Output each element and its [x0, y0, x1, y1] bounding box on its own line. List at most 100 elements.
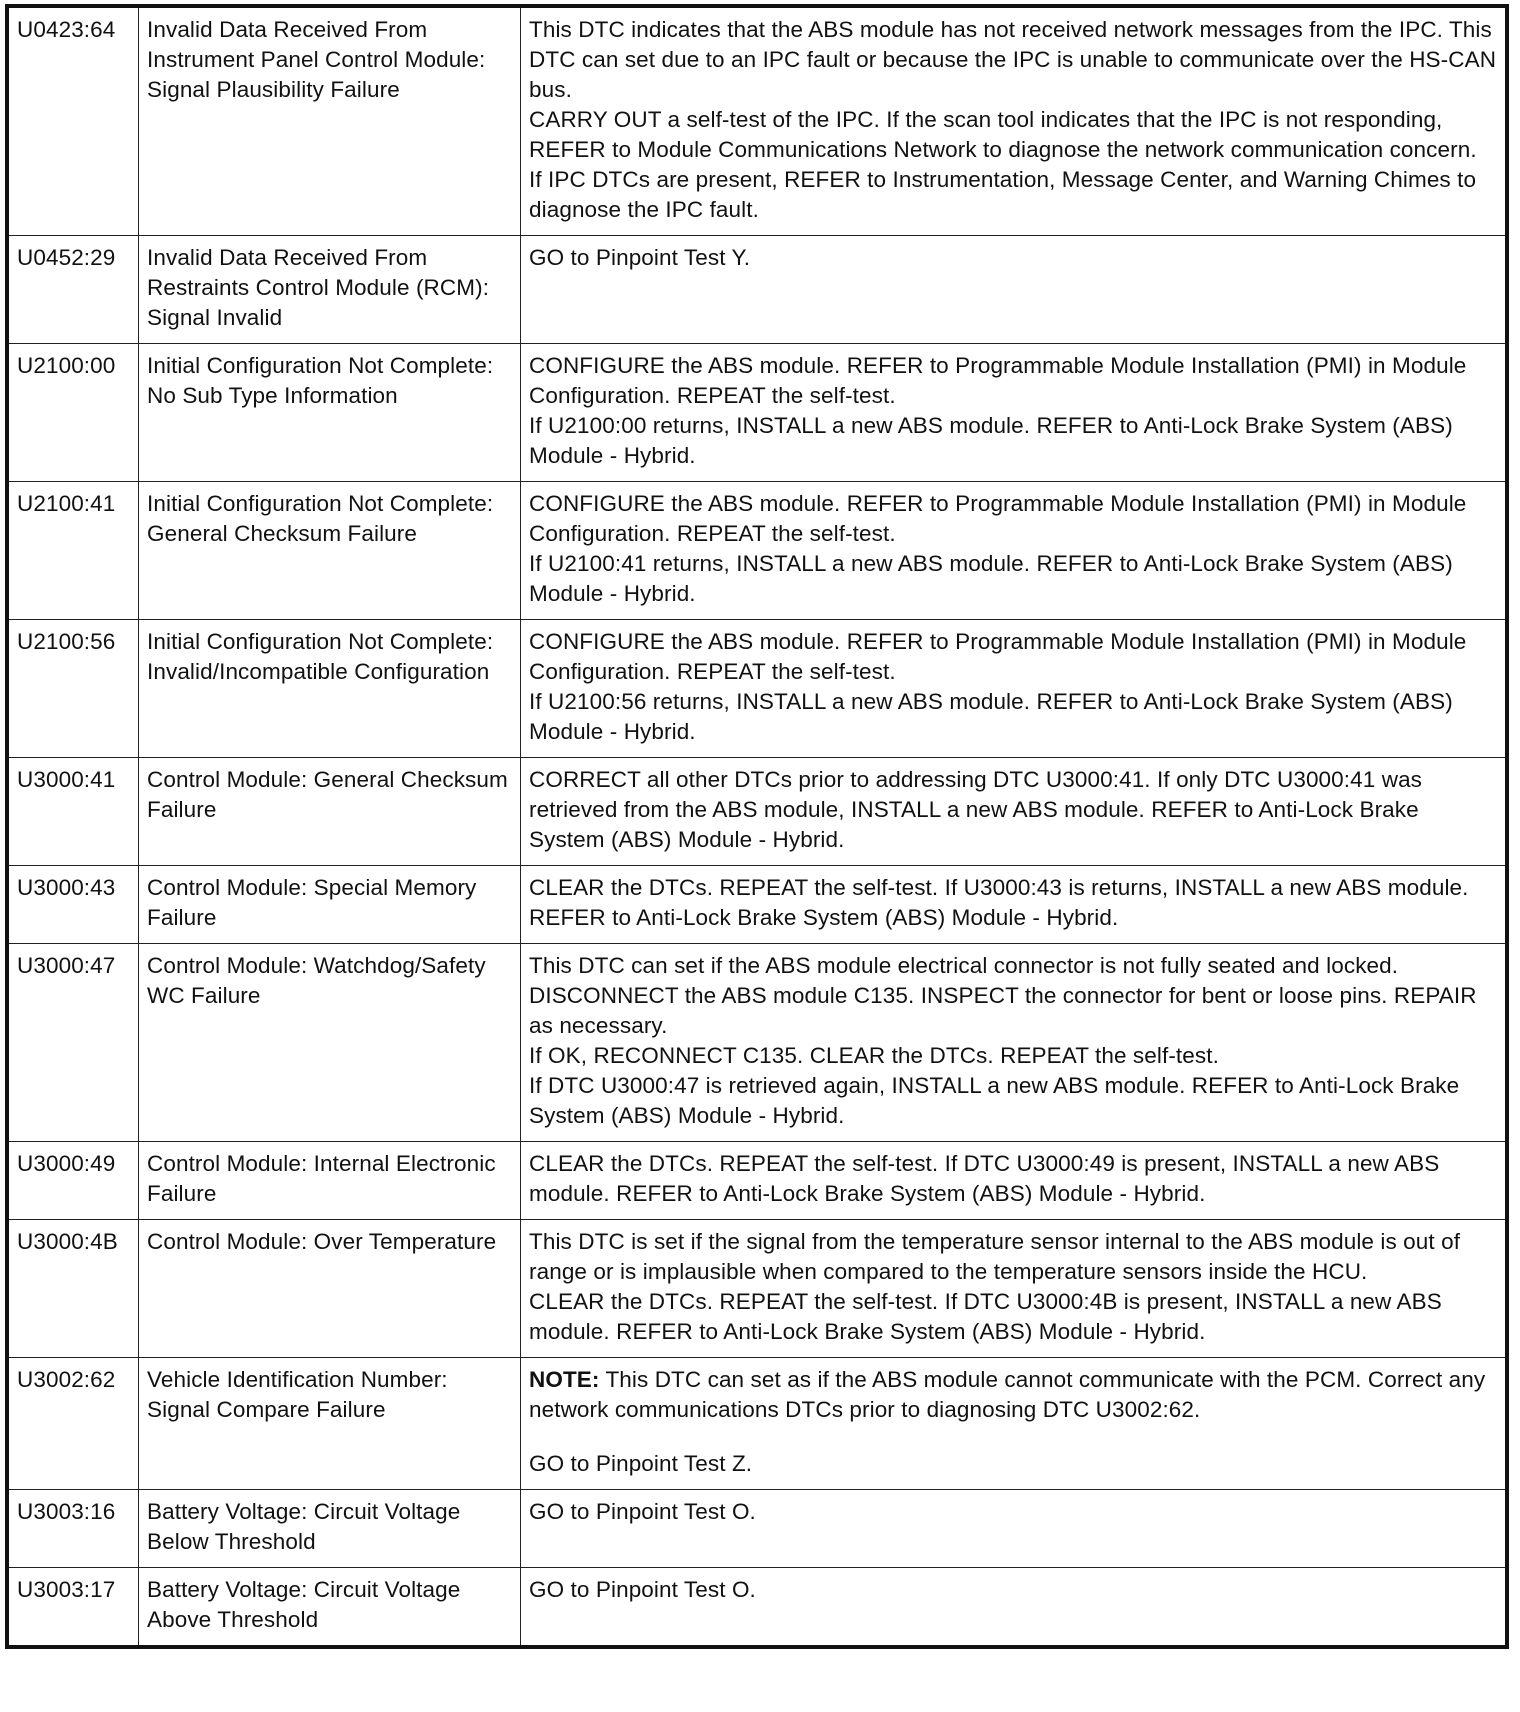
dtc-description: Control Module: Special Memory Failure	[138, 865, 521, 944]
dtc-code: U3003:16	[6, 1489, 139, 1568]
table-row: U3003:16 Battery Voltage: Circuit Voltage…	[6, 1489, 1508, 1568]
action-paragraph: CARRY OUT a self-test of the IPC. If the…	[529, 105, 1498, 165]
action-text: This DTC indicates that the ABS module h…	[529, 17, 1497, 102]
dtc-code: U2100:56	[6, 619, 139, 758]
note-label: NOTE:	[529, 1367, 600, 1392]
dtc-description: Invalid Data Received From Restraints Co…	[138, 235, 521, 344]
action-paragraph: This DTC indicates that the ABS module h…	[529, 15, 1498, 105]
action-paragraph: This DTC can set if the ABS module elect…	[529, 951, 1498, 981]
dtc-action: GO to Pinpoint Test O.	[520, 1567, 1508, 1648]
table-row: U3000:47 Control Module: Watchdog/Safety …	[6, 943, 1508, 1142]
action-paragraph: DISCONNECT the ABS module C135. INSPECT …	[529, 981, 1498, 1041]
dtc-action: CONFIGURE the ABS module. REFER to Progr…	[520, 343, 1508, 482]
action-paragraph: CONFIGURE the ABS module. REFER to Progr…	[529, 351, 1498, 411]
action-paragraph: This DTC is set if the signal from the t…	[529, 1227, 1498, 1287]
table-row: U3000:49 Control Module: Internal Electro…	[6, 1141, 1508, 1220]
action-text: CLEAR the DTCs. REPEAT the self-test. If…	[529, 875, 1469, 930]
dtc-description: Control Module: Internal Electronic Fail…	[138, 1141, 521, 1220]
dtc-action: This DTC is set if the signal from the t…	[520, 1219, 1508, 1358]
action-paragraph: If U2100:56 returns, INSTALL a new ABS m…	[529, 687, 1498, 747]
action-text: If U2100:00 returns, INSTALL a new ABS m…	[529, 413, 1453, 468]
table-row: U2100:41 Initial Configuration Not Comple…	[6, 481, 1508, 620]
dtc-action: CORRECT all other DTCs prior to addressi…	[520, 757, 1508, 866]
action-text: GO to Pinpoint Test O.	[529, 1577, 756, 1602]
action-paragraph: If OK, RECONNECT C135. CLEAR the DTCs. R…	[529, 1041, 1498, 1071]
table-row: U3000:43 Control Module: Special Memory F…	[6, 865, 1508, 944]
action-text: If OK, RECONNECT C135. CLEAR the DTCs. R…	[529, 1043, 1219, 1068]
dtc-description: Battery Voltage: Circuit Voltage Below T…	[138, 1489, 521, 1568]
table-row: U2100:00 Initial Configuration Not Comple…	[6, 343, 1508, 482]
dtc-action: CLEAR the DTCs. REPEAT the self-test. If…	[520, 1141, 1508, 1220]
dtc-action: GO to Pinpoint Test Y.	[520, 235, 1508, 344]
action-paragraph: CLEAR the DTCs. REPEAT the self-test. If…	[529, 1149, 1498, 1209]
action-paragraph: GO to Pinpoint Test Z.	[529, 1449, 1498, 1479]
action-text: GO to Pinpoint Test O.	[529, 1499, 756, 1524]
dtc-action: This DTC indicates that the ABS module h…	[520, 5, 1508, 236]
action-text: If DTC U3000:47 is retrieved again, INST…	[529, 1073, 1460, 1128]
action-paragraph: If DTC U3000:47 is retrieved again, INST…	[529, 1071, 1498, 1131]
dtc-code: U3000:47	[6, 943, 139, 1142]
dtc-action: GO to Pinpoint Test O.	[520, 1489, 1508, 1568]
action-text: This DTC can set if the ABS module elect…	[529, 953, 1399, 978]
action-paragraph: CORRECT all other DTCs prior to addressi…	[529, 765, 1498, 855]
dtc-action: NOTE: This DTC can set as if the ABS mod…	[520, 1357, 1508, 1490]
dtc-description: Initial Configuration Not Complete: Gene…	[138, 481, 521, 620]
dtc-code: U3000:41	[6, 757, 139, 866]
dtc-code: U2100:00	[6, 343, 139, 482]
dtc-action: CONFIGURE the ABS module. REFER to Progr…	[520, 619, 1508, 758]
action-paragraph: CLEAR the DTCs. REPEAT the self-test. If…	[529, 873, 1498, 933]
dtc-code: U3000:43	[6, 865, 139, 944]
action-paragraph: If IPC DTCs are present, REFER to Instru…	[529, 165, 1498, 225]
dtc-description: Initial Configuration Not Complete: Inva…	[138, 619, 521, 758]
action-text: If U2100:41 returns, INSTALL a new ABS m…	[529, 551, 1453, 606]
action-paragraph: GO to Pinpoint Test O.	[529, 1575, 1498, 1605]
action-text: This DTC can set as if the ABS module ca…	[529, 1367, 1486, 1422]
action-text: DISCONNECT the ABS module C135. INSPECT …	[529, 983, 1477, 1038]
action-paragraph: GO to Pinpoint Test O.	[529, 1497, 1498, 1527]
dtc-code: U0423:64	[6, 5, 139, 236]
action-text: CORRECT all other DTCs prior to addressi…	[529, 767, 1423, 852]
action-text: This DTC is set if the signal from the t…	[529, 1229, 1461, 1284]
action-text: CARRY OUT a self-test of the IPC. If the…	[529, 107, 1477, 162]
dtc-code: U3000:4B	[6, 1219, 139, 1358]
table-row: U2100:56 Initial Configuration Not Comple…	[6, 619, 1508, 758]
action-paragraph: NOTE: This DTC can set as if the ABS mod…	[529, 1365, 1498, 1425]
table-row: U0452:29 Invalid Data Received From Restr…	[6, 235, 1508, 344]
dtc-action: This DTC can set if the ABS module elect…	[520, 943, 1508, 1142]
dtc-description: Battery Voltage: Circuit Voltage Above T…	[138, 1567, 521, 1648]
action-text: If U2100:56 returns, INSTALL a new ABS m…	[529, 689, 1453, 744]
dtc-description: Control Module: General Checksum Failure	[138, 757, 521, 866]
action-text: CLEAR the DTCs. REPEAT the self-test. If…	[529, 1151, 1440, 1206]
action-text: If IPC DTCs are present, REFER to Instru…	[529, 167, 1477, 222]
dtc-action: CLEAR the DTCs. REPEAT the self-test. If…	[520, 865, 1508, 944]
dtc-code: U3000:49	[6, 1141, 139, 1220]
dtc-table: U0423:64 Invalid Data Received From Instr…	[5, 4, 1509, 1649]
dtc-action: CONFIGURE the ABS module. REFER to Progr…	[520, 481, 1508, 620]
action-paragraph	[529, 1425, 1498, 1449]
action-paragraph: GO to Pinpoint Test Y.	[529, 243, 1498, 273]
action-text: CONFIGURE the ABS module. REFER to Progr…	[529, 491, 1467, 546]
dtc-description: Initial Configuration Not Complete: No S…	[138, 343, 521, 482]
table-row: U3003:17 Battery Voltage: Circuit Voltage…	[6, 1567, 1508, 1648]
dtc-code: U0452:29	[6, 235, 139, 344]
action-text: CLEAR the DTCs. REPEAT the self-test. If…	[529, 1289, 1442, 1344]
dtc-description: Control Module: Over Temperature	[138, 1219, 521, 1358]
table-row: U0423:64 Invalid Data Received From Instr…	[6, 5, 1508, 236]
table-row: U3002:62 Vehicle Identification Number: S…	[6, 1357, 1508, 1490]
dtc-description: Vehicle Identification Number: Signal Co…	[138, 1357, 521, 1490]
action-paragraph: If U2100:41 returns, INSTALL a new ABS m…	[529, 549, 1498, 609]
table-row: U3000:4B Control Module: Over Temperature…	[6, 1219, 1508, 1358]
action-paragraph: CONFIGURE the ABS module. REFER to Progr…	[529, 489, 1498, 549]
dtc-code: U3002:62	[6, 1357, 139, 1490]
dtc-code: U3003:17	[6, 1567, 139, 1648]
dtc-code: U2100:41	[6, 481, 139, 620]
action-paragraph: CONFIGURE the ABS module. REFER to Progr…	[529, 627, 1498, 687]
action-paragraph: If U2100:00 returns, INSTALL a new ABS m…	[529, 411, 1498, 471]
table-row: U3000:41 Control Module: General Checksum…	[6, 757, 1508, 866]
action-text: GO to Pinpoint Test Y.	[529, 245, 751, 270]
dtc-description: Control Module: Watchdog/Safety WC Failu…	[138, 943, 521, 1142]
action-text: CONFIGURE the ABS module. REFER to Progr…	[529, 629, 1467, 684]
action-paragraph: CLEAR the DTCs. REPEAT the self-test. If…	[529, 1287, 1498, 1347]
action-text: GO to Pinpoint Test Z.	[529, 1451, 753, 1476]
action-text: CONFIGURE the ABS module. REFER to Progr…	[529, 353, 1467, 408]
